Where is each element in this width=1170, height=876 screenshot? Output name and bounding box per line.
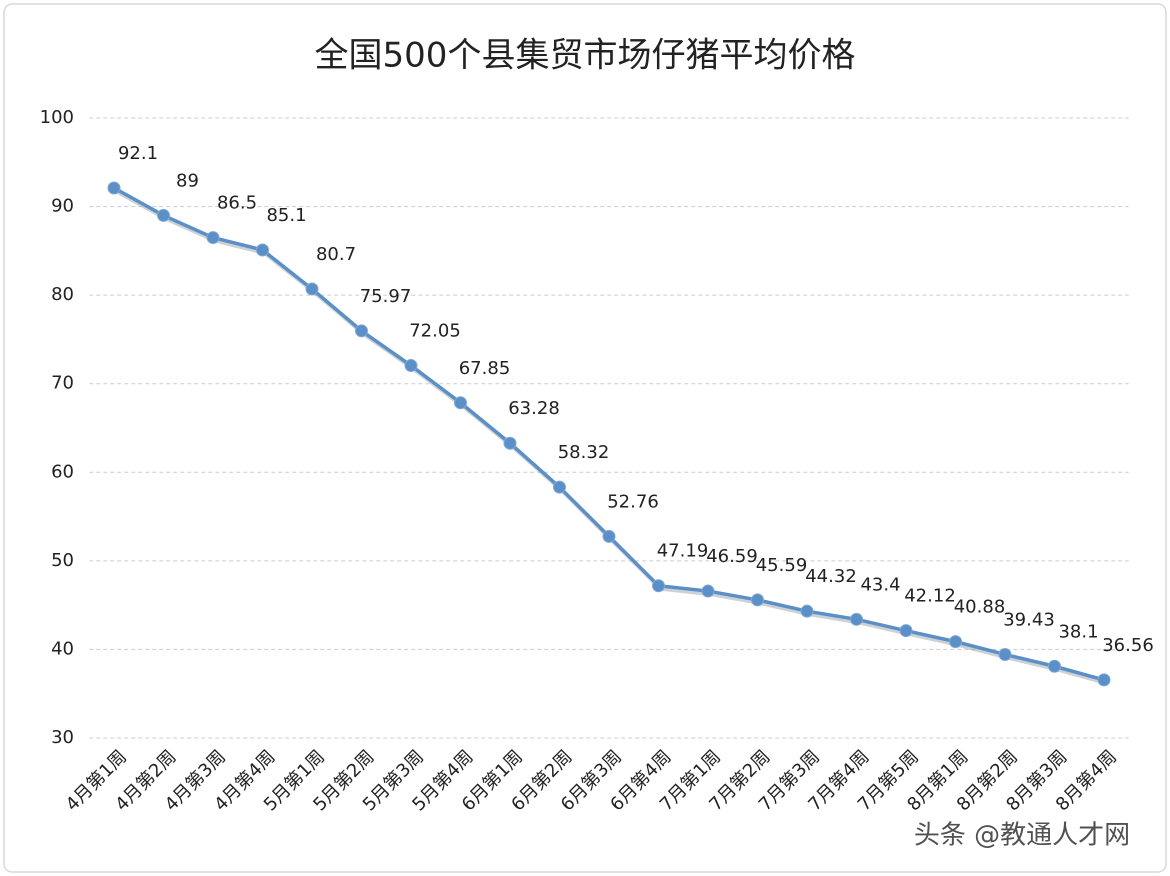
point (454, 396, 467, 410)
y-tick-label: 60 (51, 461, 74, 482)
data-label: 38.1 (1058, 621, 1098, 642)
point (355, 324, 368, 338)
data-label: 89 (176, 170, 199, 191)
point (850, 612, 863, 626)
point (404, 359, 418, 373)
point (800, 604, 814, 618)
data-label: 47.19 (657, 541, 709, 562)
y-tick-label: 70 (51, 373, 74, 394)
point (751, 593, 764, 607)
data-label: 45.59 (756, 555, 808, 576)
point (157, 208, 170, 222)
data-label: 80.7 (316, 244, 356, 265)
data-label: 44.32 (805, 566, 857, 587)
data-label: 36.56 (1102, 635, 1154, 656)
point (701, 584, 715, 598)
y-tick-label: 90 (51, 196, 74, 217)
data-label: 72.05 (409, 321, 461, 342)
point (602, 529, 616, 543)
y-tick-label: 80 (51, 284, 74, 305)
data-label: 40.88 (954, 597, 1006, 618)
data-label: 58.32 (558, 442, 610, 463)
point (107, 181, 121, 195)
data-label: 63.28 (508, 398, 560, 419)
data-label: 92.1 (118, 143, 158, 164)
point (652, 579, 665, 593)
data-label: 43.4 (860, 574, 900, 595)
point (553, 480, 566, 494)
data-label: 46.59 (706, 546, 758, 567)
point (256, 243, 269, 257)
data-label: 42.12 (904, 586, 956, 607)
point (1097, 673, 1111, 687)
data-label: 86.5 (217, 193, 257, 214)
chart-title: 全国500个县集贸市场仔猪平均价格 (315, 36, 856, 76)
data-label: 52.76 (607, 491, 659, 512)
data-label: 67.85 (459, 358, 511, 379)
data-label: 39.43 (1003, 609, 1055, 630)
chart-frame (3, 3, 1167, 873)
watermark: 头条 @教通人才网 (914, 821, 1130, 851)
point (1048, 659, 1061, 673)
data-label: 85.1 (266, 205, 306, 226)
point (305, 282, 319, 296)
data-label: 75.97 (360, 286, 412, 307)
point (899, 624, 913, 638)
point (206, 231, 220, 245)
y-tick-label: 50 (51, 550, 74, 571)
point (503, 436, 517, 450)
point (998, 647, 1012, 661)
point (949, 635, 962, 649)
y-tick-label: 40 (51, 638, 74, 659)
y-tick-label: 30 (51, 727, 74, 748)
y-tick-label: 100 (40, 107, 74, 128)
